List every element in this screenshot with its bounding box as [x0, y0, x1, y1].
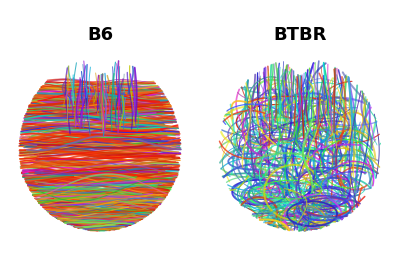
Title: B6: B6: [87, 26, 113, 44]
Title: BTBR: BTBR: [273, 26, 327, 44]
